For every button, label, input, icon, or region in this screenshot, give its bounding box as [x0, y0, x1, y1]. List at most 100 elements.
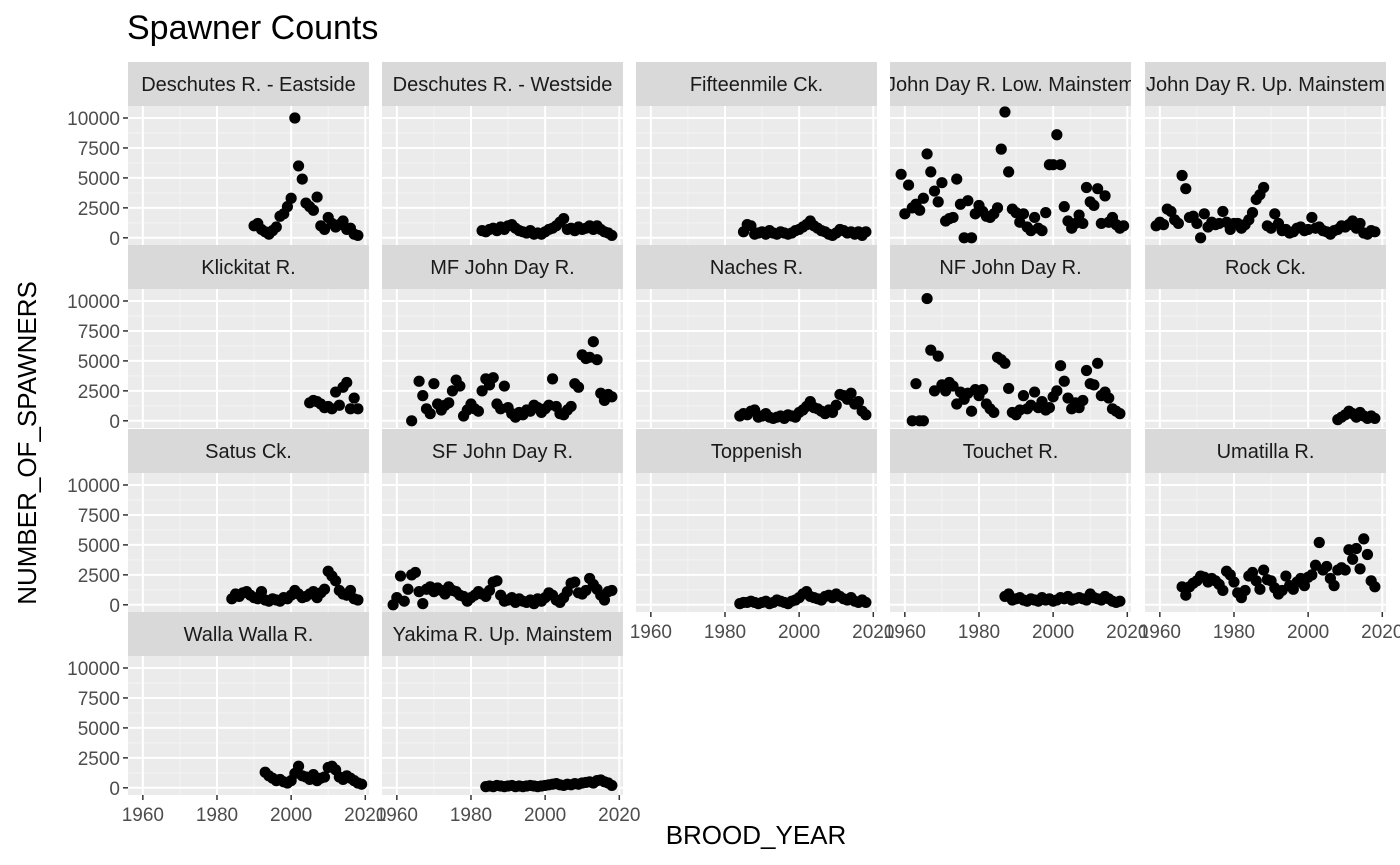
data-point [965, 405, 978, 417]
panel-background [382, 656, 623, 795]
data-point [1180, 589, 1192, 601]
data-point [598, 594, 611, 606]
data-point [394, 570, 407, 582]
data-point [988, 406, 1000, 419]
data-point [606, 391, 618, 403]
data-point [270, 221, 282, 233]
data-point [1003, 382, 1015, 395]
facet-strip [1145, 245, 1386, 289]
data-point [991, 202, 1004, 214]
y-tick-label: 7500 [78, 322, 120, 343]
data-point [1198, 208, 1210, 220]
data-point [296, 173, 308, 185]
data-point [921, 148, 933, 160]
data-point [1306, 569, 1318, 581]
data-point [341, 376, 353, 389]
facet-strip-label: Yakima R. Up. Mainstem [393, 624, 613, 646]
data-point [1250, 575, 1262, 587]
x-tick-label: 2000 [524, 805, 566, 826]
facet-strip-label: SF John Day R. [432, 441, 573, 463]
data-point [977, 384, 989, 396]
data-point [413, 375, 425, 387]
facet-strip-label: Touchet R. [963, 441, 1059, 463]
facet-strip-label: Fifteenmile Ck. [690, 74, 823, 96]
data-point [606, 779, 618, 792]
data-point [910, 378, 922, 390]
data-point [1258, 181, 1270, 194]
data-point [1077, 217, 1089, 230]
data-point [580, 584, 592, 597]
x-tick-label: 2000 [778, 622, 820, 643]
facet-panel: Deschutes R. - Eastside 0 2500 5000 7500 1000… [67, 62, 369, 250]
facet-strip [382, 612, 623, 656]
data-point [424, 408, 436, 420]
data-point [928, 385, 941, 397]
data-point [999, 357, 1011, 369]
data-point [344, 584, 357, 597]
facet-strip-label: John Day R. Up. Mainstem [1146, 74, 1385, 96]
y-tick-label: 5000 [78, 169, 120, 190]
facet-strip-label: John Day R. Low. Mainstem [886, 74, 1135, 96]
data-point [1339, 564, 1351, 576]
data-point [428, 378, 440, 390]
data-point [860, 409, 872, 421]
facet-strip [128, 245, 369, 289]
data-point [483, 584, 496, 597]
data-point [546, 373, 559, 385]
y-tick-label: 7500 [78, 689, 120, 710]
data-point [1054, 159, 1067, 171]
y-tick-label: 10000 [67, 476, 120, 497]
data-point [917, 192, 929, 204]
data-point [925, 344, 937, 356]
data-point [1157, 219, 1170, 231]
y-tick-label: 2500 [78, 382, 120, 403]
facet-strip [128, 429, 369, 473]
data-point [352, 229, 364, 242]
data-point [1358, 533, 1370, 545]
facet-strip-label: Satus Ck. [205, 441, 292, 463]
facet-strip [382, 62, 623, 106]
x-tick-label: 1960 [376, 805, 418, 826]
y-tick-label: 10000 [67, 109, 120, 130]
data-point [409, 566, 421, 579]
data-point [1246, 566, 1259, 579]
data-point [318, 583, 331, 595]
facet-strip [890, 245, 1131, 289]
data-point [1103, 392, 1115, 404]
facet-panel: NF John Day R. [890, 245, 1131, 428]
data-point [995, 143, 1007, 155]
facet-strip-label: Klickitat R. [201, 257, 295, 279]
y-tick-label: 0 [109, 596, 120, 617]
facet-strip [382, 429, 623, 473]
y-tick-label: 2500 [78, 199, 120, 220]
data-point [1165, 205, 1177, 218]
data-point [255, 586, 268, 598]
data-point [999, 106, 1011, 118]
panel-background [636, 106, 877, 245]
data-point [565, 400, 577, 413]
data-point [1313, 536, 1325, 549]
y-tick-label: 5000 [78, 352, 120, 373]
data-point [1051, 129, 1063, 141]
x-tick-label: 2020 [1106, 622, 1148, 643]
data-point [1088, 199, 1100, 212]
data-point [558, 213, 570, 225]
facet-panel: Klickitat R. 0 2500 5000 7500 10000 [67, 245, 369, 433]
facet-panel: Walla Walla R. 0 2500 5000 7500 10000 1960 1980… [67, 612, 386, 826]
data-point [352, 594, 364, 606]
data-point [947, 211, 959, 224]
data-point [1306, 211, 1318, 224]
data-point [1003, 166, 1015, 178]
x-tick-label: 1980 [196, 805, 238, 826]
data-point [1077, 394, 1089, 407]
data-point [1347, 553, 1359, 565]
data-point [318, 771, 331, 783]
data-point [292, 760, 305, 772]
x-tick-label: 1980 [704, 622, 746, 643]
x-tick-label: 2020 [852, 622, 894, 643]
data-point [917, 415, 929, 427]
data-point [1058, 375, 1070, 387]
facet-strip [890, 62, 1131, 106]
data-point [1117, 220, 1130, 232]
